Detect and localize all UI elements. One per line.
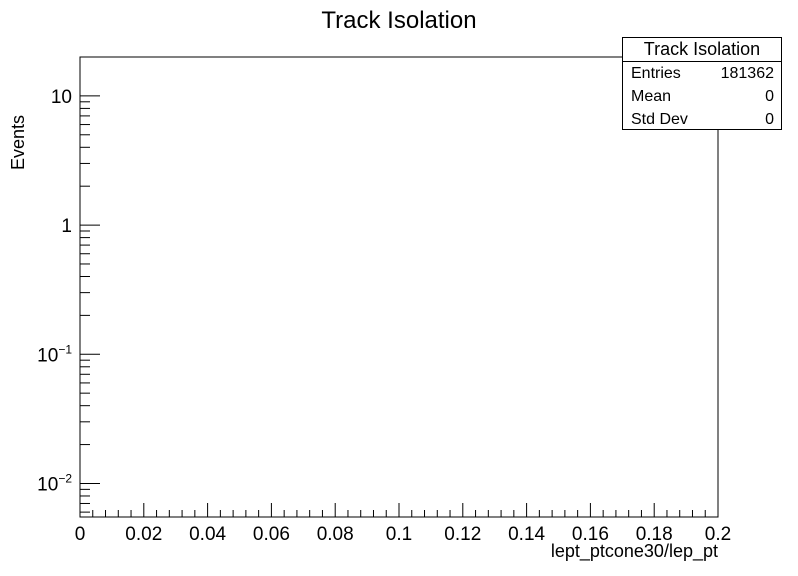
stats-row-entries: Entries 181362 xyxy=(623,62,781,85)
y-tick-exponent: −1 xyxy=(58,342,72,356)
stats-row-stddev: Std Dev 0 xyxy=(623,108,781,131)
stats-title: Track Isolation xyxy=(623,38,781,62)
x-tick-label: 0.02 xyxy=(125,524,162,545)
x-tick-label: 0 xyxy=(75,524,86,545)
x-tick-label: 0.14 xyxy=(508,524,545,545)
y-tick-label: 10−2 xyxy=(37,471,72,495)
y-tick-label: 1 xyxy=(61,216,72,237)
x-tick-label: 0.1 xyxy=(386,524,412,545)
y-tick-base: 1 xyxy=(61,216,72,237)
y-tick-base: 10 xyxy=(37,474,58,495)
entries-value: 181362 xyxy=(720,65,774,82)
mean-value: 0 xyxy=(765,88,774,105)
entries-label: Entries xyxy=(631,65,681,82)
x-tick-label: 0.12 xyxy=(444,524,481,545)
stddev-value: 0 xyxy=(765,111,774,128)
x-axis-title: lept_ptcone30/lep_pt xyxy=(551,541,718,562)
y-tick-label: 10−1 xyxy=(37,342,72,366)
x-tick-label: 0.06 xyxy=(253,524,290,545)
x-axis: 0 0.02 0.04 0.06 0.08 0.1 0.12 0.14 0.16 0.18 0.2 xyxy=(75,503,731,545)
y-axis-title: Events xyxy=(8,115,28,170)
y-tick-label: 10 xyxy=(51,87,72,108)
stats-box: Track Isolation Entries 181362 Mean 0 St… xyxy=(622,37,782,130)
chart-title: Track Isolation xyxy=(321,7,476,34)
y-tick-base: 10 xyxy=(37,345,58,366)
y-tick-base: 10 xyxy=(51,87,72,108)
x-tick-label: 0.18 xyxy=(636,524,673,545)
x-tick-label: 0.2 xyxy=(705,524,731,545)
x-tick-label: 0.08 xyxy=(317,524,354,545)
stats-row-mean: Mean 0 xyxy=(623,85,781,108)
stddev-label: Std Dev xyxy=(631,111,688,128)
x-tick-label: 0.16 xyxy=(572,524,609,545)
y-tick-exponent: −2 xyxy=(58,471,72,485)
mean-label: Mean xyxy=(631,88,672,105)
x-tick-label: 0.04 xyxy=(189,524,226,545)
